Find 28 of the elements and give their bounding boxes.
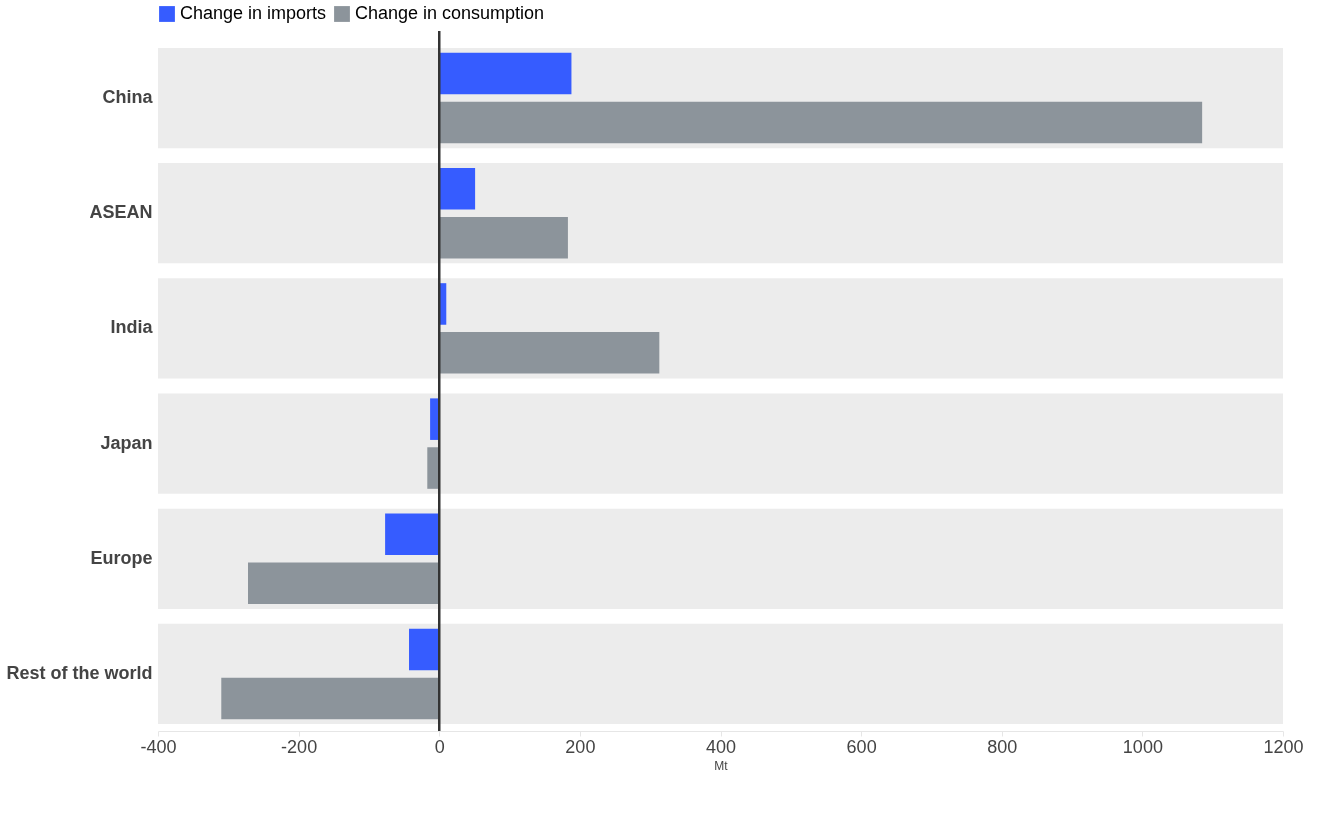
- y-tick-label: ASEAN: [89, 202, 153, 223]
- bar: [439, 216, 568, 259]
- y-tick-label: Europe: [90, 547, 153, 568]
- bar: [409, 628, 440, 671]
- x-tick-label: -400: [140, 736, 177, 757]
- legend-label: Change in imports: [180, 3, 327, 23]
- x-tick-label: 0: [434, 736, 445, 757]
- bar: [221, 677, 440, 720]
- y-tick-label: China: [102, 87, 154, 108]
- x-tick-label: -200: [281, 736, 318, 757]
- bar: [439, 101, 1203, 144]
- x-tick-label: 400: [705, 736, 737, 757]
- bar: [385, 513, 440, 556]
- x-tick-label: 1000: [1122, 736, 1163, 757]
- bar: [439, 332, 660, 374]
- bar: [248, 562, 440, 605]
- bar: [439, 52, 572, 95]
- legend-label: Change in consumption: [355, 3, 545, 23]
- bar: [439, 167, 476, 210]
- x-tick-label: 800: [987, 736, 1018, 757]
- x-tick-label: 200: [565, 736, 596, 757]
- x-tick-label: 600: [846, 736, 877, 757]
- x-tick-label: 1200: [1263, 736, 1304, 757]
- y-tick-label: Japan: [100, 432, 153, 453]
- bar: [427, 447, 440, 489]
- x-axis-title: Mt: [714, 758, 729, 773]
- y-tick-label: India: [110, 317, 154, 338]
- y-tick-label: Rest of the world: [6, 662, 153, 683]
